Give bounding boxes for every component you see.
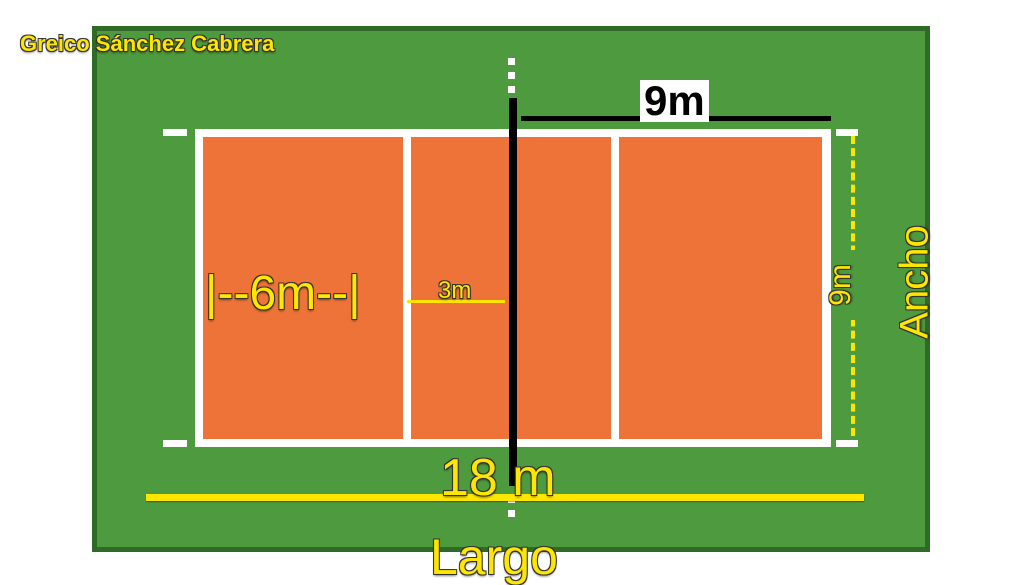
side-width-label: 9m [823, 264, 857, 306]
largo-label: Largo [430, 529, 558, 585]
center-line-dash-bottom-2 [508, 510, 515, 517]
center-line-dash-top-3 [508, 86, 515, 93]
front-zone-label: 3m [438, 277, 472, 304]
front-zone-underline [407, 300, 505, 303]
length-label: 18 m [440, 449, 556, 507]
center-line-dash-top-1 [508, 58, 515, 65]
right-top-service-mark [836, 129, 858, 136]
center-line-dash-top-2 [508, 72, 515, 79]
back-zone-label: |--6m--| [205, 267, 361, 320]
side-width-label-wrap [834, 250, 874, 320]
left-top-service-mark [163, 129, 187, 136]
ancho-label: Ancho [892, 225, 937, 339]
court-zone-right [619, 137, 822, 439]
top-width-label: 9m [640, 80, 709, 122]
right-bottom-service-mark [836, 440, 858, 447]
court-zone-back-left [203, 137, 403, 439]
left-bottom-service-mark [163, 440, 187, 447]
net-line [509, 98, 517, 486]
bottom-dimension-line [146, 494, 864, 501]
author-credit: Greico Sánchez Cabrera [20, 31, 275, 56]
